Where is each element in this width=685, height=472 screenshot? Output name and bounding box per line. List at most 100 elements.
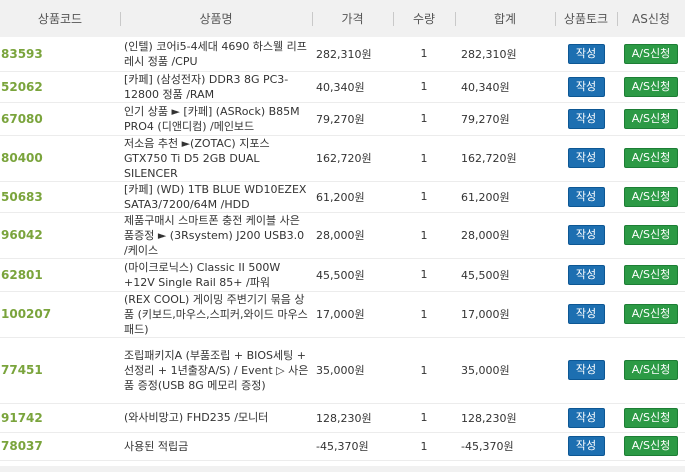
table-row: 80400 저소음 추천 ►(ZOTAC) 지포스 GTX750 Ti D5 2G…	[0, 135, 685, 182]
as-request-button[interactable]: A/S신청	[624, 43, 678, 64]
product-qty: 1	[393, 102, 455, 136]
product-code[interactable]: 91742	[0, 403, 120, 433]
header-as: AS신청	[617, 0, 685, 37]
product-code[interactable]: 67080	[0, 102, 120, 136]
table-footer-bar	[0, 466, 685, 472]
product-name[interactable]: [카페] (삼성전자) DDR3 8G PC3-12800 정품 /RAM	[120, 71, 312, 103]
product-code[interactable]: 83593	[0, 37, 120, 72]
talk-cell: 작성	[555, 337, 617, 404]
product-name[interactable]: 조립패키지A (부품조립 + BIOS세팅 + 선정리 + 1년출장A/S) /…	[120, 337, 312, 404]
as-cell: A/S신청	[617, 212, 685, 259]
write-review-button[interactable]: 작성	[567, 264, 605, 285]
product-code[interactable]: 52062	[0, 71, 120, 103]
product-total: 162,720원	[455, 135, 555, 182]
as-request-button[interactable]: A/S신청	[624, 407, 678, 428]
write-review-button[interactable]: 작성	[567, 186, 605, 207]
product-total: 45,500원	[455, 258, 555, 292]
talk-cell: 작성	[555, 71, 617, 103]
product-code[interactable]: 78037	[0, 432, 120, 461]
as-request-button[interactable]: A/S신청	[624, 186, 678, 207]
write-review-button[interactable]: 작성	[567, 360, 605, 380]
talk-cell: 작성	[555, 135, 617, 182]
product-code[interactable]: 62801	[0, 258, 120, 292]
header-name: 상품명	[120, 0, 312, 37]
table-row: 67080 인기 상품 ► [카페] (ASRock) B85M PRO4 (디앤…	[0, 102, 685, 136]
as-request-button[interactable]: A/S신청	[624, 304, 678, 324]
write-review-button[interactable]: 작성	[567, 76, 605, 97]
as-request-button[interactable]: A/S신청	[624, 76, 678, 97]
header-qty: 수량	[393, 0, 455, 37]
product-qty: 1	[393, 258, 455, 292]
as-cell: A/S신청	[617, 337, 685, 404]
talk-cell: 작성	[555, 181, 617, 213]
product-total: 17,000원	[455, 291, 555, 338]
write-review-button[interactable]: 작성	[567, 225, 605, 245]
header-code: 상품코드	[0, 0, 120, 37]
product-price: 28,000원	[312, 212, 393, 259]
as-request-button[interactable]: A/S신청	[624, 360, 678, 380]
product-code[interactable]: 50683	[0, 181, 120, 213]
product-name[interactable]: 인기 상품 ► [카페] (ASRock) B85M PRO4 (디앤디컴) /…	[120, 102, 312, 136]
product-code[interactable]: 77451	[0, 337, 120, 404]
product-name[interactable]: 제품구매시 스마트폰 충전 케이블 사은품증정 ► (3Rsystem) J20…	[120, 212, 312, 259]
write-review-button[interactable]: 작성	[567, 108, 605, 129]
as-request-button[interactable]: A/S신청	[624, 436, 678, 456]
write-review-button[interactable]: 작성	[567, 148, 605, 168]
write-review-button[interactable]: 작성	[567, 43, 605, 64]
product-price: 17,000원	[312, 291, 393, 338]
header-total: 합계	[455, 0, 555, 37]
product-name[interactable]: 저소음 추천 ►(ZOTAC) 지포스 GTX750 Ti D5 2GB DUA…	[120, 135, 312, 182]
write-review-button[interactable]: 작성	[567, 436, 605, 456]
table-row: 91742 (와사비망고) FHD235 /모니터 128,230원 1 128,230…	[0, 403, 685, 433]
as-cell: A/S신청	[617, 432, 685, 461]
talk-cell: 작성	[555, 258, 617, 292]
product-name[interactable]: (마이크로닉스) Classic II 500W +12V Single Rai…	[120, 258, 312, 292]
product-name[interactable]: 사용된 적립금	[120, 432, 312, 461]
product-price: 128,230원	[312, 403, 393, 433]
product-total: 79,270원	[455, 102, 555, 136]
product-code[interactable]: 96042	[0, 212, 120, 259]
product-total: 28,000원	[455, 212, 555, 259]
product-total: 128,230원	[455, 403, 555, 433]
product-qty: 1	[393, 432, 455, 461]
as-request-button[interactable]: A/S신청	[624, 108, 678, 129]
product-price: 282,310원	[312, 37, 393, 72]
table-row: 62801 (마이크로닉스) Classic II 500W +12V Singl…	[0, 258, 685, 292]
table-row: 77451 조립패키지A (부품조립 + BIOS세팅 + 선정리 + 1년출장A…	[0, 337, 685, 404]
product-qty: 1	[393, 135, 455, 182]
product-qty: 1	[393, 71, 455, 103]
product-code[interactable]: 80400	[0, 135, 120, 182]
product-qty: 1	[393, 37, 455, 72]
product-name[interactable]: (REX COOL) 게이밍 주변기기 묶음 상품 (키보드,마우스,스피커,와…	[120, 291, 312, 338]
as-cell: A/S신청	[617, 291, 685, 338]
as-request-button[interactable]: A/S신청	[624, 264, 678, 285]
product-total: 40,340원	[455, 71, 555, 103]
talk-cell: 작성	[555, 291, 617, 338]
order-table: 상품코드 상품명 가격 수량 합계 상품토크 AS신청 83593 (인텔) 코어…	[0, 0, 685, 461]
as-cell: A/S신청	[617, 37, 685, 72]
product-name[interactable]: [카페] (WD) 1TB BLUE WD10EZEX SATA3/7200/6…	[120, 181, 312, 213]
write-review-button[interactable]: 작성	[567, 304, 605, 324]
header-price: 가격	[312, 0, 393, 37]
talk-cell: 작성	[555, 102, 617, 136]
product-total: 282,310원	[455, 37, 555, 72]
table-row: 50683 [카페] (WD) 1TB BLUE WD10EZEX SATA3/7…	[0, 181, 685, 213]
product-qty: 1	[393, 212, 455, 259]
as-cell: A/S신청	[617, 181, 685, 213]
as-cell: A/S신청	[617, 71, 685, 103]
product-name[interactable]: (인텔) 코어i5-4세대 4690 하스웰 리프레시 정품 /CPU	[120, 37, 312, 72]
product-price: 79,270원	[312, 102, 393, 136]
table-row: 83593 (인텔) 코어i5-4세대 4690 하스웰 리프레시 정품 /CPU…	[0, 37, 685, 72]
talk-cell: 작성	[555, 212, 617, 259]
as-request-button[interactable]: A/S신청	[624, 225, 678, 245]
product-qty: 1	[393, 337, 455, 404]
product-code[interactable]: 100207	[0, 291, 120, 338]
product-name[interactable]: (와사비망고) FHD235 /모니터	[120, 403, 312, 433]
table-row: 100207 (REX COOL) 게이밍 주변기기 묶음 상품 (키보드,마우스…	[0, 291, 685, 338]
table-row: 52062 [카페] (삼성전자) DDR3 8G PC3-12800 정품 /R…	[0, 71, 685, 103]
as-cell: A/S신청	[617, 102, 685, 136]
as-request-button[interactable]: A/S신청	[624, 148, 678, 168]
as-cell: A/S신청	[617, 403, 685, 433]
write-review-button[interactable]: 작성	[567, 407, 605, 428]
talk-cell: 작성	[555, 403, 617, 433]
